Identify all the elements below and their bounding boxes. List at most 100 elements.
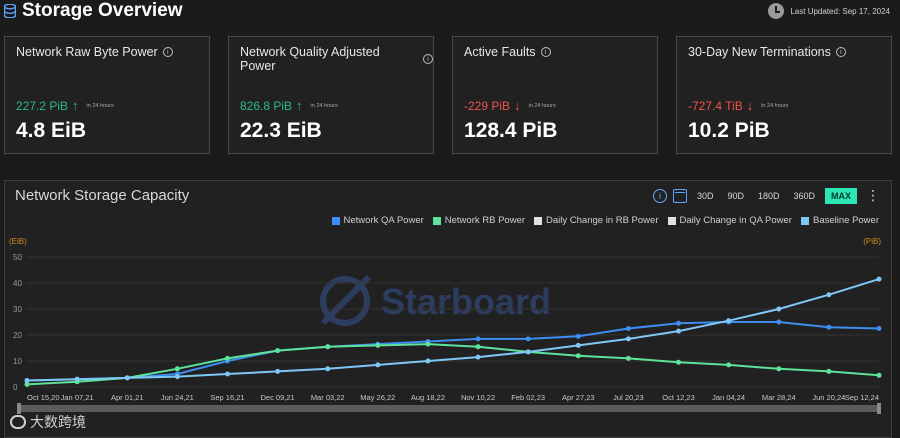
x-tick-label: May 26,22: [360, 393, 395, 402]
data-point[interactable]: [224, 371, 230, 377]
data-point[interactable]: [625, 326, 631, 331]
data-point[interactable]: [475, 336, 481, 342]
x-tick-label: Sep 16,21: [210, 393, 244, 402]
page-title: Storage Overview: [22, 0, 183, 21]
data-point[interactable]: [776, 319, 782, 325]
card-active-faults: Active Faults i -229 PiB ↓ in 24 hours 1…: [452, 36, 658, 154]
chart-panel: Network Storage Capacity i 30D 90D 180D …: [4, 180, 892, 438]
x-tick-label: Aug 18,22: [411, 393, 445, 402]
last-updated-text: Last Updated: Sep 17, 2024: [790, 6, 890, 16]
card-value: 128.4 PiB: [464, 119, 558, 142]
data-point[interactable]: [575, 333, 581, 339]
data-point[interactable]: [625, 355, 631, 361]
data-point[interactable]: [325, 344, 331, 350]
range-scrollbar[interactable]: [19, 405, 881, 412]
data-point[interactable]: [726, 362, 732, 368]
x-tick-label: Jul 20,23: [613, 393, 643, 402]
data-point[interactable]: [475, 354, 481, 360]
data-point[interactable]: [826, 324, 832, 330]
data-point[interactable]: [876, 372, 882, 378]
last-updated: Last Updated: Sep 17, 2024: [768, 3, 890, 19]
y-tick-label: 40: [13, 279, 22, 288]
card-label: 30-Day New Terminations: [688, 45, 831, 59]
bottom-watermark: 大数跨境: [10, 412, 86, 432]
data-point[interactable]: [425, 341, 431, 347]
data-point[interactable]: [676, 328, 682, 334]
y-tick-label: 10: [13, 357, 22, 366]
arrow-up-icon: ↑: [296, 98, 303, 113]
data-point[interactable]: [224, 355, 230, 361]
legend-item[interactable]: Daily Change in QA Power: [667, 215, 792, 226]
legend-item[interactable]: Network RB Power: [432, 215, 525, 226]
data-point[interactable]: [425, 358, 431, 364]
data-point[interactable]: [876, 326, 882, 331]
database-icon: [3, 3, 17, 19]
x-tick-label: Feb 02,23: [511, 393, 545, 402]
x-tick-label: Sep 12,24: [845, 393, 879, 402]
data-point[interactable]: [625, 336, 631, 342]
data-point[interactable]: [776, 306, 782, 312]
data-point[interactable]: [24, 381, 30, 387]
data-point[interactable]: [275, 368, 281, 374]
scroll-handle-right[interactable]: [877, 403, 881, 414]
data-point[interactable]: [74, 376, 80, 382]
delta-period: in 24 hours: [310, 102, 338, 109]
card-delta: 826.8 PiB ↑ in 24 hours: [240, 98, 338, 113]
x-tick-label: Dec 09,21: [260, 393, 294, 402]
range-90d-button[interactable]: 90D: [727, 190, 744, 201]
data-point[interactable]: [525, 336, 531, 342]
legend-item[interactable]: Baseline Power: [800, 215, 879, 226]
card-label: Active Faults: [464, 45, 536, 59]
data-point[interactable]: [726, 318, 732, 324]
info-icon[interactable]: i: [540, 47, 551, 57]
card-value: 10.2 PiB: [688, 119, 770, 142]
data-point[interactable]: [876, 276, 882, 282]
left-axis-unit: (EiB): [9, 237, 27, 246]
data-point[interactable]: [124, 375, 130, 381]
data-point[interactable]: [174, 366, 180, 372]
svg-text:Starboard: Starboard: [381, 281, 551, 322]
chart-title: Network Storage Capacity: [15, 187, 190, 204]
data-point[interactable]: [776, 366, 782, 372]
chart-plot: Starboard 0 10 20 30 40 50 Oct 15,20 Jan 07,21…: [13, 253, 882, 402]
series-line-baseline-power: [26, 278, 880, 382]
data-point[interactable]: [676, 359, 682, 365]
data-point[interactable]: [575, 342, 581, 348]
data-point[interactable]: [575, 353, 581, 359]
delta-period: in 24 hours: [761, 102, 789, 109]
info-icon[interactable]: i: [652, 188, 667, 203]
card-label: Network Raw Byte Power: [16, 45, 158, 59]
delta-value: -229 PiB: [464, 98, 511, 113]
legend-item[interactable]: Daily Change in RB Power: [534, 215, 659, 226]
y-tick-label: 0: [13, 383, 18, 392]
scroll-handle-left[interactable]: [17, 403, 21, 414]
info-icon[interactable]: i: [835, 47, 846, 57]
data-point[interactable]: [475, 344, 481, 350]
card-label: Network Quality Adjusted Power: [240, 45, 380, 73]
range-30d-button[interactable]: 30D: [696, 190, 714, 201]
data-point[interactable]: [826, 292, 832, 298]
data-point[interactable]: [174, 374, 180, 380]
card-delta: 227.2 PiB ↑ in 24 hours: [16, 98, 114, 113]
info-icon[interactable]: i: [423, 54, 433, 64]
range-360d-button[interactable]: 360D: [793, 190, 815, 201]
more-options-icon[interactable]: ⋮: [866, 187, 880, 203]
data-point[interactable]: [375, 362, 381, 368]
range-max-button[interactable]: MAX: [825, 187, 857, 204]
card-delta: -727.4 TiB ↓ in 24 hours: [688, 98, 788, 113]
card-new-terminations: 30-Day New Terminations i -727.4 TiB ↓ i…: [676, 36, 892, 154]
calendar-icon[interactable]: [672, 188, 687, 203]
data-point[interactable]: [525, 349, 531, 355]
data-point[interactable]: [676, 320, 682, 326]
chart-toolbar: i 30D 90D 180D 360D MAX ⋮: [652, 187, 883, 204]
data-point[interactable]: [826, 368, 832, 374]
data-point[interactable]: [325, 366, 331, 372]
data-point[interactable]: [375, 342, 381, 348]
info-icon[interactable]: i: [162, 47, 173, 57]
range-180d-button[interactable]: 180D: [757, 190, 780, 201]
data-point[interactable]: [275, 348, 281, 354]
legend-item[interactable]: Network QA Power: [331, 215, 424, 226]
arrow-down-icon: ↓: [746, 98, 754, 113]
brand-logo-icon: [10, 415, 26, 429]
data-point[interactable]: [24, 378, 30, 383]
